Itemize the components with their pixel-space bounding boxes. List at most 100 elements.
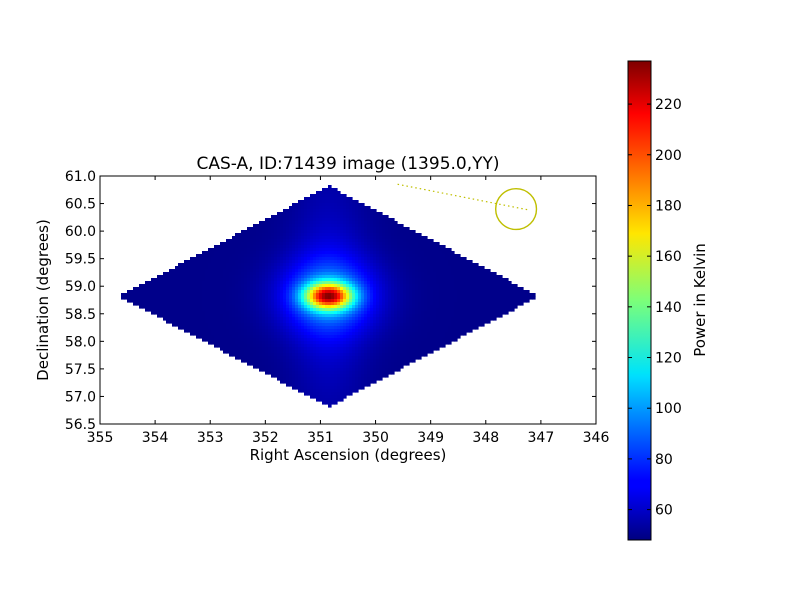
heatmap-cell — [280, 218, 284, 222]
heatmap-cell — [154, 284, 158, 288]
heatmap-cell — [259, 287, 263, 291]
heatmap-cell — [346, 206, 350, 210]
heatmap-cell — [196, 329, 200, 333]
heatmap-cell — [391, 251, 395, 255]
heatmap-cell — [307, 251, 311, 255]
heatmap-cell — [445, 251, 449, 255]
heatmap-cell — [472, 311, 476, 315]
heatmap-cell — [262, 344, 266, 348]
heatmap-cell — [421, 311, 425, 315]
heatmap-cell — [313, 215, 317, 219]
heatmap-cell — [229, 320, 233, 324]
heatmap-cell — [187, 290, 191, 294]
heatmap-cell — [373, 278, 377, 282]
heatmap-cell — [313, 344, 317, 348]
heatmap-cell — [331, 347, 335, 351]
heatmap-cell — [292, 257, 296, 261]
heatmap-cell — [376, 362, 380, 366]
heatmap-cell — [328, 302, 332, 306]
heatmap-cell — [289, 317, 293, 321]
heatmap-cell — [397, 341, 401, 345]
heatmap-cell — [274, 242, 278, 246]
heatmap-cell — [154, 293, 158, 297]
heatmap-cell — [400, 320, 404, 324]
heatmap-cell — [271, 224, 275, 228]
heatmap-cell — [283, 296, 287, 300]
heatmap-cell — [310, 386, 314, 390]
heatmap-cell — [232, 257, 236, 261]
heatmap-cell — [430, 242, 434, 246]
heatmap-cell — [367, 278, 371, 282]
heatmap-cell — [355, 221, 359, 225]
heatmap-cell — [364, 260, 368, 264]
heatmap-cell — [430, 251, 434, 255]
heatmap-cell — [400, 236, 404, 240]
heatmap-cell — [337, 290, 341, 294]
heatmap-cell — [238, 254, 242, 258]
heatmap-cell — [403, 317, 407, 321]
heatmap-cell — [382, 347, 386, 351]
heatmap-cell — [313, 281, 317, 285]
heatmap-cell — [340, 224, 344, 228]
heatmap-cell — [397, 359, 401, 363]
heatmap-cell — [349, 356, 353, 360]
heatmap-cell — [295, 257, 299, 261]
heatmap-cell — [268, 335, 272, 339]
heatmap-cell — [349, 317, 353, 321]
heatmap-cell — [265, 275, 269, 279]
heatmap-cell — [268, 272, 272, 276]
heatmap-cell — [460, 299, 464, 303]
heatmap-cell — [316, 326, 320, 330]
heatmap-cell — [202, 305, 206, 309]
heatmap-cell — [457, 293, 461, 297]
heatmap-cell — [412, 290, 416, 294]
heatmap-cell — [244, 230, 248, 234]
heatmap-cell — [310, 278, 314, 282]
heatmap-cell — [331, 335, 335, 339]
heatmap-cell — [193, 308, 197, 312]
heatmap-cell — [373, 329, 377, 333]
heatmap-cell — [313, 323, 317, 327]
heatmap-cell — [466, 269, 470, 273]
heatmap-cell — [319, 227, 323, 231]
heatmap-cell — [331, 251, 335, 255]
heatmap-cell — [226, 320, 230, 324]
heatmap-cell — [271, 281, 275, 285]
heatmap-cell — [355, 314, 359, 318]
heatmap-cell — [421, 317, 425, 321]
heatmap-cell — [277, 350, 281, 354]
heatmap-cell — [367, 344, 371, 348]
heatmap-cell — [247, 254, 251, 258]
heatmap-cell — [211, 251, 215, 255]
heatmap-cell — [304, 212, 308, 216]
heatmap-cell — [361, 254, 365, 258]
heatmap-cell — [274, 368, 278, 372]
heatmap-cell — [169, 299, 173, 303]
heatmap-cell — [469, 302, 473, 306]
heatmap-cell — [325, 227, 329, 231]
heatmap-cell — [469, 284, 473, 288]
heatmap-cell — [271, 287, 275, 291]
heatmap-cell — [289, 353, 293, 357]
heatmap-cell — [382, 278, 386, 282]
heatmap-cell — [397, 248, 401, 252]
heatmap-cell — [322, 275, 326, 279]
heatmap-cell — [286, 248, 290, 252]
heatmap-cell — [184, 299, 188, 303]
heatmap-cell — [379, 284, 383, 288]
heatmap-cell — [277, 281, 281, 285]
heatmap-cell — [298, 221, 302, 225]
heatmap-cell — [223, 326, 227, 330]
heatmap-cell — [268, 281, 272, 285]
heatmap-cell — [415, 323, 419, 327]
heatmap-cell — [253, 302, 257, 306]
heatmap-cell — [274, 347, 278, 351]
heatmap-cell — [394, 278, 398, 282]
heatmap-cell — [214, 329, 218, 333]
heatmap-cell — [340, 242, 344, 246]
heatmap-cell — [274, 341, 278, 345]
heatmap-cell — [271, 314, 275, 318]
heatmap-cell — [238, 248, 242, 252]
heatmap-cell — [337, 365, 341, 369]
heatmap-cell — [373, 221, 377, 225]
